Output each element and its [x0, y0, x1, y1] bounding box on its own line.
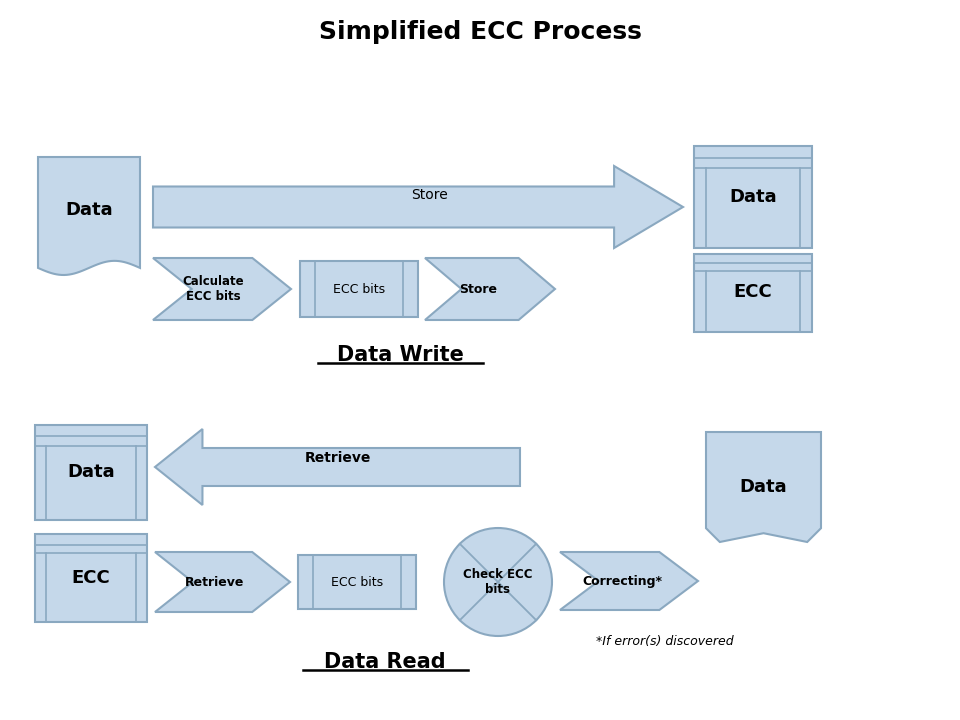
Text: Data: Data [67, 463, 115, 481]
Polygon shape [155, 429, 520, 505]
Bar [35, 425, 147, 520]
Text: Data Read: Data Read [324, 652, 445, 672]
Text: Retrieve: Retrieve [185, 575, 245, 588]
Text: Data Write: Data Write [337, 345, 464, 365]
Text: ECC bits: ECC bits [333, 282, 385, 295]
Text: Data: Data [65, 201, 113, 219]
PathPatch shape [38, 157, 140, 275]
Text: ECC bits: ECC bits [331, 575, 383, 588]
Text: Store: Store [459, 282, 497, 295]
Text: Store: Store [412, 188, 448, 202]
Bar [298, 555, 416, 609]
Text: Data: Data [730, 188, 777, 206]
Text: *If error(s) discovered: *If error(s) discovered [596, 636, 733, 649]
Text: Retrieve: Retrieve [305, 451, 372, 465]
Circle shape [444, 528, 552, 636]
Text: Simplified ECC Process: Simplified ECC Process [319, 20, 641, 44]
Polygon shape [153, 258, 291, 320]
Text: Calculate
ECC bits: Calculate ECC bits [182, 275, 244, 303]
Text: ECC: ECC [72, 569, 110, 587]
Bar [300, 261, 418, 317]
Text: Check ECC
bits: Check ECC bits [464, 568, 533, 596]
Text: ECC: ECC [733, 283, 773, 301]
Bar [694, 254, 812, 332]
Bar [694, 146, 812, 248]
Polygon shape [153, 166, 683, 248]
PathPatch shape [706, 432, 821, 542]
Text: Correcting*: Correcting* [582, 575, 662, 588]
Polygon shape [560, 552, 698, 610]
Polygon shape [425, 258, 555, 320]
Polygon shape [155, 552, 290, 612]
Text: Data: Data [739, 478, 787, 496]
Bar [35, 534, 147, 622]
